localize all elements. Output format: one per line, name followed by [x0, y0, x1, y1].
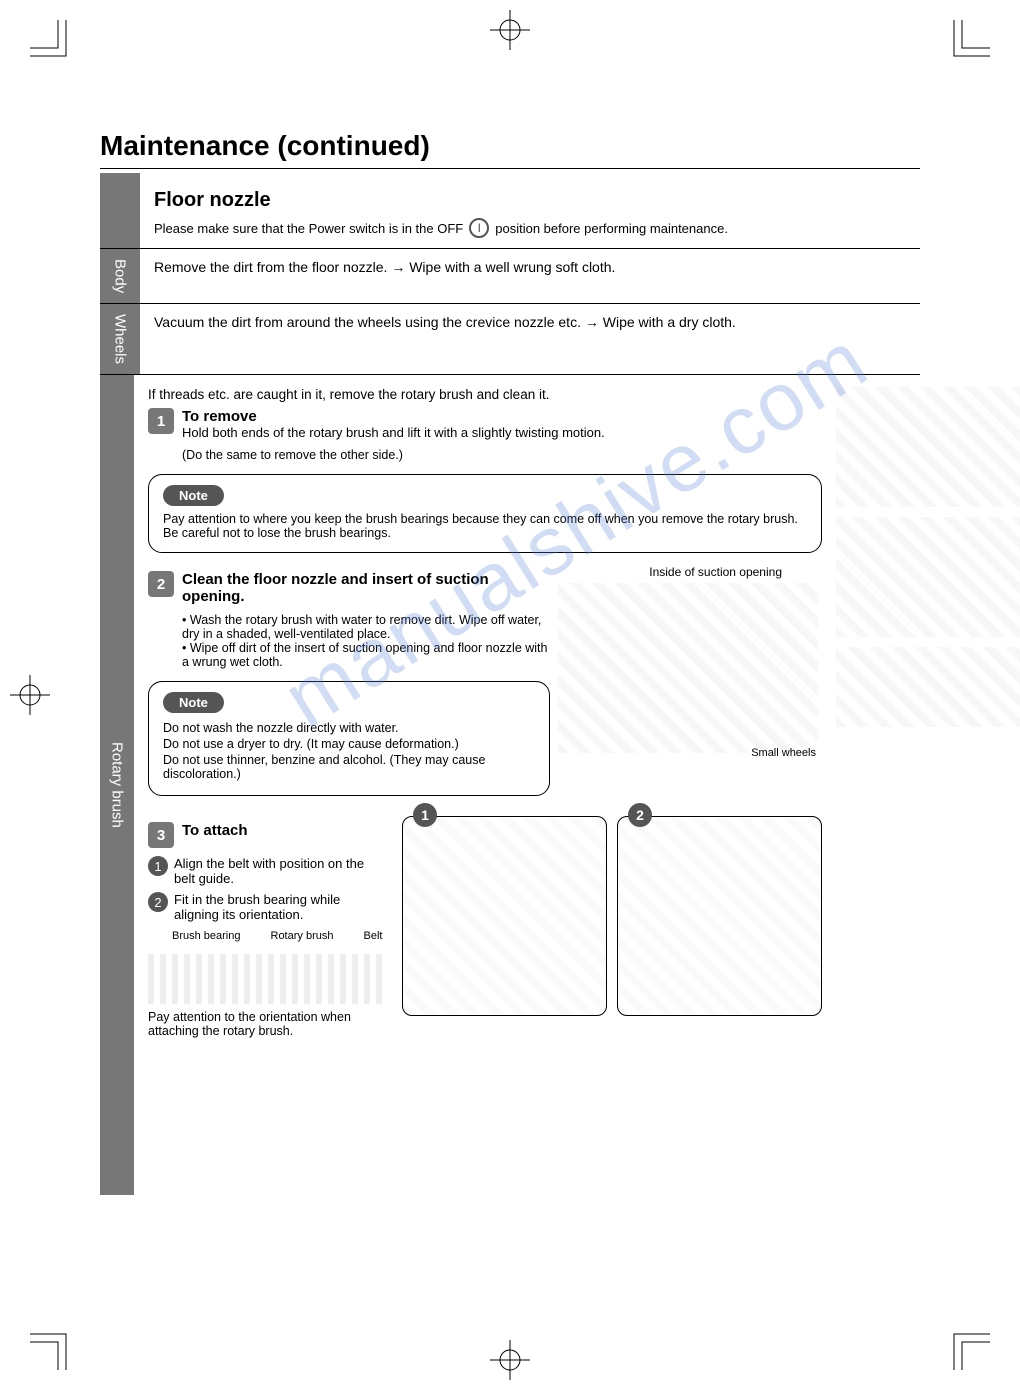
step-1-sub: (Do the same to remove the other side.) — [182, 448, 822, 462]
step-3-mini-1-text: Align the belt with position on the belt… — [174, 856, 388, 886]
section-body-rotary: manualshive.com If threads etc. are caug… — [134, 375, 1020, 1195]
arrow-icon: → — [585, 314, 599, 330]
section-wheels: Wheels Vacuum the dirt from around the w… — [100, 304, 920, 375]
step-3-badge: 3 — [148, 822, 174, 848]
section-body-body: Remove the dirt from the floor nozzle. →… — [140, 249, 920, 303]
body-text-suffix: Wipe with a well wrung soft cloth. — [409, 259, 615, 275]
crop-mark-tl — [30, 20, 76, 66]
step-3-panels: 1 2 — [402, 816, 822, 1038]
rotary-brush-illustration — [148, 954, 388, 1004]
note-1: Note Pay attention to where you keep the… — [148, 474, 822, 553]
step-2-bullet-0: Wash the rotary brush with water to remo… — [182, 613, 550, 641]
illus-nozzle-top — [836, 387, 1020, 507]
page-content: Maintenance (continued) Floor nozzle Ple… — [100, 130, 920, 1195]
floor-nozzle-title: Floor nozzle — [154, 189, 906, 212]
step-3-mini-1: 1 Align the belt with position on the be… — [148, 856, 388, 886]
note-2-body: Do not wash the nozzle directly with wat… — [163, 721, 535, 781]
section-label-body: Body — [100, 249, 140, 303]
step-1-heading: To remove — [182, 408, 605, 425]
subtitle-suffix: position before performing maintenance. — [495, 221, 728, 236]
step-3-area: 3 To attach 1 Align the belt with positi… — [148, 816, 822, 1038]
illus-clean-brush — [836, 647, 1020, 727]
step-2: 2 Clean the floor nozzle and insert of s… — [148, 571, 550, 605]
section-rotary-brush: Rotary brush manualshive.com If threads … — [100, 375, 920, 1195]
page-title: Maintenance (continued) — [100, 130, 920, 162]
arrow-icon: → — [391, 259, 405, 275]
wheels-text-suffix: Wipe with a dry cloth. — [603, 314, 736, 330]
section-body-wheels: Vacuum the dirt from around the wheels u… — [140, 304, 920, 374]
step-2-bullet-1: Wipe off dirt of the insert of suction o… — [182, 641, 550, 669]
step-3-heading: To attach — [182, 822, 248, 839]
section-body-floor-nozzle: Floor nozzle Please make sure that the P… — [140, 173, 920, 248]
registration-bottom-icon — [490, 1340, 530, 1380]
step-1-badge: 1 — [148, 408, 174, 434]
note-1-body: Pay attention to where you keep the brus… — [163, 512, 807, 540]
section-label-floor-nozzle — [100, 173, 140, 248]
sections: Floor nozzle Please make sure that the P… — [100, 173, 920, 1195]
step-2-bullets: Wash the rotary brush with water to remo… — [182, 613, 550, 669]
step-1: 1 To remove Hold both ends of the rotary… — [148, 408, 822, 440]
step-2-badge: 2 — [148, 571, 174, 597]
small-wheels-label: Small wheels — [751, 747, 816, 759]
note-2-bullet-2: Do not use thinner, benzine and alcohol.… — [163, 753, 535, 781]
rotary-intro: If threads etc. are caught in it, remove… — [148, 387, 822, 402]
brush-bearing-label: Brush bearing — [172, 930, 241, 942]
panel-2: 2 — [617, 816, 822, 1016]
step-2-heading: Clean the floor nozzle and insert of suc… — [182, 571, 550, 605]
section-body: Body Remove the dirt from the floor nozz… — [100, 249, 920, 304]
panel-1: 1 — [402, 816, 607, 1016]
step-3-mini-1-badge: 1 — [148, 856, 168, 876]
body-text-prefix: Remove the dirt from the floor nozzle. — [154, 259, 391, 275]
registration-top-icon — [490, 10, 530, 50]
rotary-left-column: If threads etc. are caught in it, remove… — [148, 387, 822, 1038]
crop-mark-br — [944, 1324, 990, 1370]
floor-nozzle-subtitle: Please make sure that the Power switch i… — [154, 218, 906, 238]
suction-label: Inside of suction opening — [562, 565, 822, 579]
title-rule — [100, 168, 920, 169]
note-2: Note Do not wash the nozzle directly wit… — [148, 681, 550, 796]
step-3: 3 To attach — [148, 822, 388, 848]
illus-lift-brush — [836, 517, 1020, 637]
rotary-brush-label: Rotary brush — [271, 930, 334, 942]
suction-illustration: Small wheels — [558, 583, 818, 753]
step-1-text: Hold both ends of the rotary brush and l… — [182, 425, 605, 440]
wheels-text-prefix: Vacuum the dirt from around the wheels u… — [154, 314, 585, 330]
belt-label: Belt — [363, 930, 382, 942]
step-3-mini-2-badge: 2 — [148, 892, 168, 912]
section-label-wheels: Wheels — [100, 304, 140, 374]
note-1-badge: Note — [163, 485, 224, 506]
panel-1-badge: 1 — [413, 803, 437, 827]
registration-left-icon — [10, 675, 50, 715]
note-2-bullet-0: Do not wash the nozzle directly with wat… — [163, 721, 535, 735]
step-3-mini-2-text: Fit in the brush bearing while aligning … — [174, 892, 388, 922]
note-2-bullet-1: Do not use a dryer to dry. (It may cause… — [163, 737, 535, 751]
power-icon: I — [469, 218, 489, 238]
crop-mark-bl — [30, 1324, 76, 1370]
step-3-sub: Pay attention to the orientation when at… — [148, 1010, 388, 1038]
rotary-right-column — [836, 387, 1020, 1038]
crop-mark-tr — [944, 20, 990, 66]
subtitle-prefix: Please make sure that the Power switch i… — [154, 221, 463, 236]
section-floor-nozzle: Floor nozzle Please make sure that the P… — [100, 173, 920, 249]
step-3-mini-2: 2 Fit in the brush bearing while alignin… — [148, 892, 388, 922]
note-2-badge: Note — [163, 692, 224, 713]
panel-2-badge: 2 — [628, 803, 652, 827]
section-label-rotary: Rotary brush — [100, 375, 134, 1195]
